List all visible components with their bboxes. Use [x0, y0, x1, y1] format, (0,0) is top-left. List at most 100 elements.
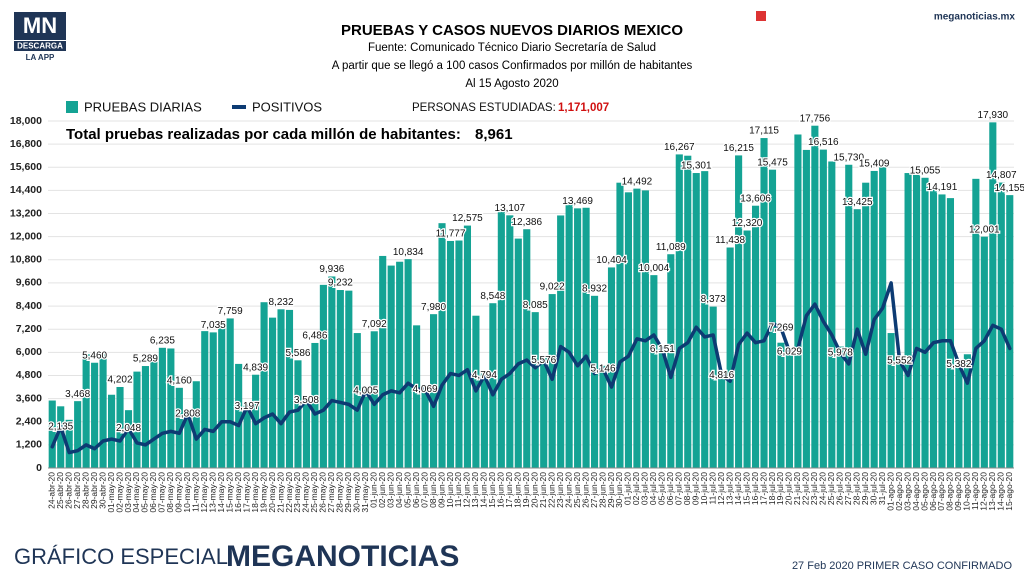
- data-label: 7,759: [218, 306, 243, 317]
- data-label: 12,320: [732, 218, 763, 229]
- data-label: 8,085: [523, 300, 548, 311]
- download: DESCARGA: [17, 42, 63, 51]
- data-label: 3,468: [65, 389, 90, 400]
- x-tick-label: 18-may-20: [250, 472, 260, 513]
- bar: [285, 309, 294, 468]
- x-tick-label: 26-abr-20: [63, 472, 73, 509]
- x-tick-label: 23-may-20: [292, 472, 302, 513]
- y-tick-label: 6,000: [16, 346, 42, 358]
- subtitle: A partir que se llegó a 100 casos Confir…: [332, 60, 693, 72]
- data-label: 5,146: [591, 363, 616, 374]
- x-tick-label: 12-jun-20: [462, 472, 472, 508]
- bar: [387, 265, 395, 468]
- bar: [921, 177, 929, 468]
- bar: [268, 317, 277, 468]
- bar: [684, 155, 692, 468]
- x-tick-label: 26-may-20: [318, 472, 328, 513]
- bar: [777, 342, 785, 468]
- bar: [345, 290, 353, 468]
- data-label: 7,269: [768, 323, 793, 334]
- bar: [718, 371, 726, 468]
- bar: [531, 312, 539, 468]
- x-tick-label: 15-ago-20: [1004, 472, 1014, 511]
- x-tick-label: 15-jun-20: [487, 472, 497, 508]
- data-label: 9,936: [319, 264, 344, 275]
- x-tick-label: 09-jun-20: [436, 472, 446, 508]
- bar: [184, 410, 192, 468]
- x-tick-label: 05-may-20: [140, 472, 150, 513]
- bar: [1006, 195, 1014, 469]
- bar: [802, 149, 810, 468]
- x-tick-label: 08-may-20: [165, 472, 175, 513]
- download-box: [14, 41, 66, 51]
- bar: [709, 306, 717, 468]
- bar: [235, 363, 243, 468]
- y-tick-label: 9,600: [16, 277, 42, 289]
- annotation: PERSONAS ESTUDIADAS:: [412, 102, 556, 114]
- x-tick-label: 05-ago-20: [919, 472, 929, 511]
- logo-box: [14, 12, 66, 40]
- bar: [853, 209, 861, 468]
- x-tick-label: 01-jun-20: [368, 472, 378, 508]
- data-label: 5,460: [82, 350, 107, 361]
- data-label: 15,409: [859, 159, 890, 170]
- x-tick-label: 24-abr-20: [46, 472, 56, 509]
- x-tick-label: 17-may-20: [241, 472, 251, 513]
- data-label: 16,215: [723, 143, 754, 154]
- bar: [904, 173, 912, 469]
- x-tick-label: 25-jun-20: [572, 472, 582, 508]
- y-tick-label: 16,800: [10, 138, 42, 150]
- data-label: 5,552: [887, 356, 912, 367]
- x-tick-label: 10-ago-20: [962, 472, 972, 511]
- data-label: 2,808: [175, 409, 200, 420]
- x-tick-label: 03-ago-20: [902, 472, 912, 511]
- bar: [158, 347, 166, 468]
- x-tick-label: 08-jun-20: [428, 472, 438, 508]
- x-tick-label: 17-jul-20: [758, 472, 768, 505]
- y-tick-label: 12,000: [10, 230, 42, 242]
- bar: [794, 134, 802, 468]
- x-tick-label: 13-jun-20: [470, 472, 480, 508]
- x-tick-label: 28-abr-20: [80, 472, 90, 509]
- bar: [446, 240, 455, 468]
- x-tick-label: 05-jun-20: [402, 472, 412, 508]
- logo: MN: [23, 13, 57, 38]
- x-tick-label: 04-jun-20: [394, 472, 404, 508]
- y-tick-label: 4,800: [16, 369, 42, 381]
- y-tick-label: 13,200: [10, 207, 42, 219]
- app: LA APP: [26, 53, 55, 62]
- site: meganoticias.mx: [934, 12, 1016, 23]
- plot: 0 1,200 2,400 3,600 4,800 6,000 7,200 8,400 9,60…: [10, 109, 1024, 513]
- x-tick-label: 10-jun-20: [445, 472, 455, 508]
- bar: [302, 404, 311, 468]
- x-tick-label: 28-may-20: [335, 472, 345, 513]
- data-label: 5,978: [828, 347, 853, 358]
- data-label: 11,089: [656, 242, 686, 253]
- y-tick-label: 15,600: [10, 161, 42, 173]
- x-tick-label: 29-may-20: [343, 472, 353, 513]
- x-tick-label: 28-jul-20: [851, 472, 861, 505]
- x-tick-label: 05-jul-20: [657, 472, 667, 505]
- bar: [116, 386, 124, 468]
- bar: [785, 348, 794, 468]
- data-label: 17,756: [800, 113, 831, 124]
- bar: [370, 331, 378, 468]
- bar: [726, 247, 734, 468]
- y-tick-label: 8,400: [16, 300, 42, 312]
- x-tick-label: 14-jul-20: [733, 472, 743, 505]
- data-label: 14,191: [927, 182, 958, 193]
- data-label: 3,508: [294, 395, 319, 406]
- bar: [514, 238, 522, 468]
- bar: [616, 182, 624, 468]
- data-label: 6,486: [302, 331, 327, 342]
- x-tick-label: 30-may-20: [352, 472, 362, 513]
- x-tick-label: 30-jun-20: [614, 472, 624, 508]
- bar: [99, 354, 107, 468]
- data-label: 12,386: [511, 217, 542, 228]
- bar: [218, 327, 226, 468]
- data-label: 15,055: [910, 165, 941, 176]
- x-tick-label: 16-jun-20: [496, 472, 506, 508]
- data-label: 7,035: [201, 320, 226, 331]
- bar: [760, 138, 768, 468]
- x-tick-label: 04-ago-20: [911, 472, 921, 511]
